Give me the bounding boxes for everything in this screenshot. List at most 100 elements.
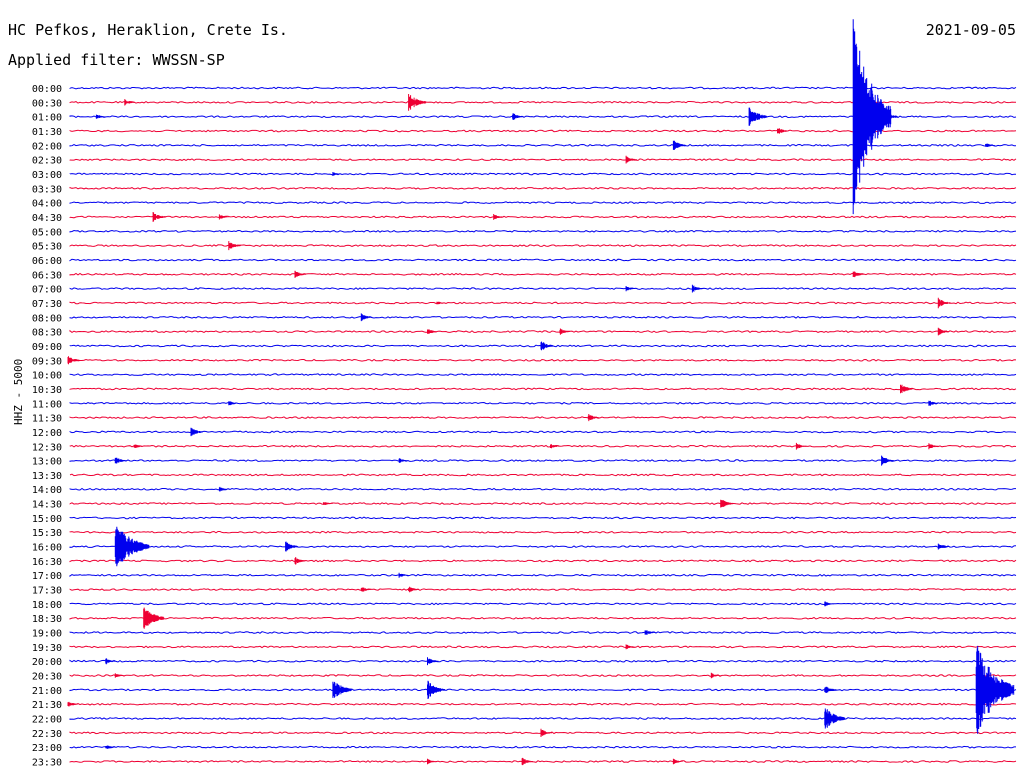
trace-row [69, 717, 1017, 720]
seismic-event [152, 212, 166, 222]
seismic-event [133, 444, 144, 448]
seismic-event [436, 301, 446, 305]
trace-row [69, 745, 1016, 749]
time-label: 06:30 [32, 270, 62, 281]
seismic-event [672, 758, 683, 765]
seismic-event [285, 541, 299, 552]
seismic-event [114, 526, 150, 567]
trace-row [69, 373, 1017, 377]
seismic-event [124, 99, 135, 106]
trace-row [69, 258, 1017, 262]
seismic-event [587, 414, 600, 422]
time-label: 05:00 [32, 227, 62, 238]
time-label: 16:00 [32, 543, 62, 554]
trace-row [69, 674, 1017, 677]
seismic-event [398, 572, 409, 578]
trace-row [69, 702, 1017, 706]
time-label: 03:00 [32, 170, 62, 181]
time-label: 14:00 [32, 485, 62, 496]
seismic-event [228, 241, 241, 251]
trace-row [69, 215, 1017, 219]
seismic-event [777, 128, 789, 134]
time-label: 18:30 [32, 614, 62, 625]
time-label: 01:00 [32, 113, 62, 124]
date-label: 2021-09-05 [925, 21, 1016, 39]
seismic-event [550, 444, 560, 449]
seismic-event [672, 140, 686, 150]
time-label: 23:00 [32, 743, 62, 754]
trace-row [69, 688, 1017, 692]
seismic-event [937, 297, 951, 309]
seismic-event [644, 630, 656, 635]
time-label: 16:30 [32, 557, 62, 568]
time-label: 17:30 [32, 586, 62, 597]
time-label: 00:00 [32, 84, 62, 95]
seismic-event [427, 657, 439, 666]
trace-row [69, 186, 1017, 190]
seismic-event [427, 680, 445, 699]
time-label: 14:30 [32, 500, 62, 511]
trace-row [69, 201, 1017, 205]
trace-row [69, 244, 1017, 248]
trace-row [69, 645, 1017, 649]
seismic-event [824, 686, 837, 693]
seismic-event [218, 486, 229, 492]
time-label: 19:00 [32, 629, 62, 640]
seismic-event [408, 586, 419, 593]
seismic-event [540, 341, 554, 351]
trace-row [69, 459, 1017, 462]
trace-row [69, 430, 1017, 434]
time-label: 03:30 [32, 184, 62, 195]
time-label: 10:30 [32, 385, 62, 396]
trace-row [69, 86, 1017, 90]
time-label: 09:30 [32, 356, 62, 367]
seismic-event [521, 757, 534, 766]
trace-row [69, 545, 1017, 548]
time-label: 12:30 [32, 442, 62, 453]
time-label: 13:30 [32, 471, 62, 482]
time-labels: 00:00 00:30 01:00 01:30 02:00 02:30 03:00 03:30… [32, 84, 62, 769]
trace-row [69, 315, 1017, 319]
seismic-event [228, 401, 239, 406]
time-label: 12:00 [32, 428, 62, 439]
seismic-event [881, 108, 898, 125]
trace-row [69, 329, 1017, 334]
traces [69, 86, 1017, 763]
trace-row [69, 616, 1017, 620]
time-label: 13:00 [32, 457, 62, 468]
trace-row [69, 444, 1017, 448]
time-label: 17:00 [32, 571, 62, 582]
seismic-event [95, 114, 106, 119]
seismic-event [985, 143, 996, 147]
seismic-event [360, 313, 373, 322]
time-label: 02:30 [32, 156, 62, 167]
trace-row [69, 301, 1017, 305]
seismic-event [408, 94, 427, 111]
seismic-event [937, 327, 950, 336]
seismic-event [105, 658, 116, 665]
trace-row [69, 158, 1017, 162]
seismic-event [625, 286, 636, 292]
seismic-event [852, 271, 865, 278]
time-label: 19:30 [32, 643, 62, 654]
trace-row [69, 272, 1017, 276]
seismic-event [512, 113, 524, 120]
seismic-event [937, 543, 950, 550]
events [67, 19, 1015, 766]
trace-row [69, 530, 1017, 534]
seismic-event [332, 681, 352, 698]
trace-row [69, 631, 1017, 634]
time-label: 10:00 [32, 371, 62, 382]
trace-row [69, 573, 1017, 577]
seismic-event [928, 400, 939, 406]
station-title: HC Pefkos, Heraklion, Crete Is. [8, 21, 288, 39]
seismic-event [540, 728, 552, 737]
seismic-event [881, 455, 895, 466]
time-label: 02:00 [32, 141, 62, 152]
seismic-event [691, 284, 704, 293]
trace-row [69, 416, 1017, 419]
time-label: 00:30 [32, 98, 62, 109]
time-label: 09:00 [32, 342, 62, 353]
time-label: 01:30 [32, 127, 62, 138]
